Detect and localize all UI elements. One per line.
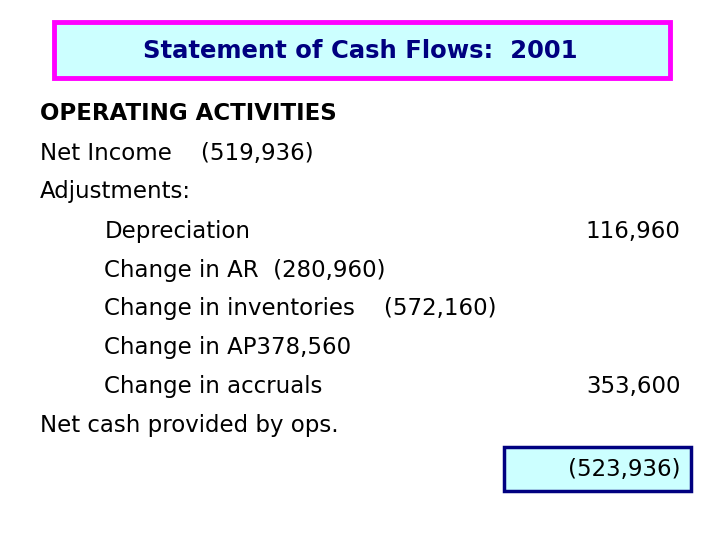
Text: Net Income    (519,936): Net Income (519,936) [40,143,313,165]
Text: Change in AR  (280,960): Change in AR (280,960) [104,259,386,281]
Text: Change in accruals: Change in accruals [104,375,323,398]
FancyBboxPatch shape [504,447,691,491]
Text: OPERATING ACTIVITIES: OPERATING ACTIVITIES [40,102,336,125]
Text: Depreciation: Depreciation [104,220,251,242]
Text: Change in AP378,560: Change in AP378,560 [104,336,351,359]
Text: 116,960: 116,960 [585,220,680,242]
Text: (523,936): (523,936) [568,458,680,481]
Text: Adjustments:: Adjustments: [40,180,191,203]
Text: Net cash provided by ops.: Net cash provided by ops. [40,414,338,437]
FancyBboxPatch shape [54,22,670,78]
Text: Statement of Cash Flows:  2001: Statement of Cash Flows: 2001 [143,39,577,63]
Text: Change in inventories    (572,160): Change in inventories (572,160) [104,298,497,320]
Text: 353,600: 353,600 [586,375,680,398]
